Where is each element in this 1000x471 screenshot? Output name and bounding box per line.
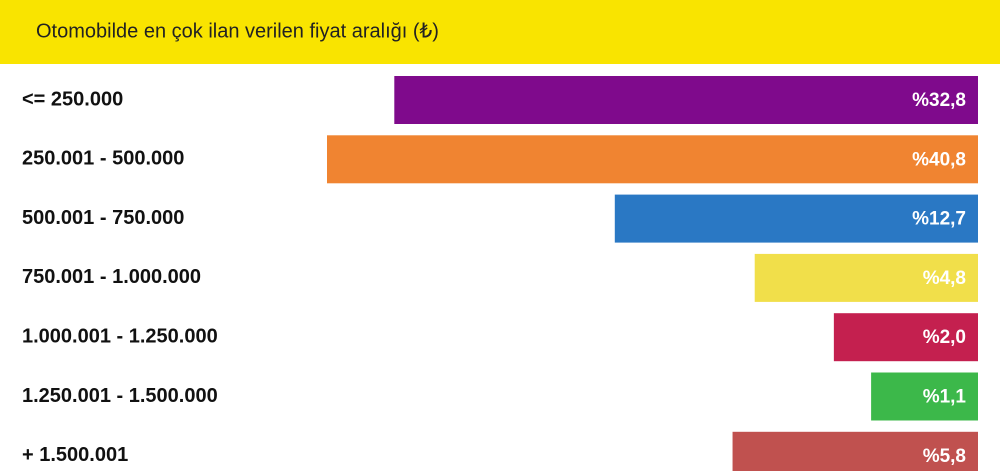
value-label: %40,8: [912, 149, 966, 170]
value-label: %32,8: [912, 90, 966, 111]
value-label: %12,7: [912, 209, 966, 230]
category-label: 750.001 - 1.000.000: [22, 266, 201, 288]
bar: [614, 194, 978, 243]
bar: [833, 313, 978, 362]
bar: [394, 76, 979, 124]
bar: [732, 431, 978, 471]
chart-title: Otomobilde en çok ilan verilen fiyat ara…: [36, 20, 439, 42]
bar: [327, 135, 978, 184]
value-label: %4,8: [923, 268, 966, 289]
category-label: 500.001 - 750.000: [22, 207, 184, 229]
category-label: 1.250.001 - 1.500.000: [22, 385, 218, 407]
value-label: %2,0: [923, 327, 966, 348]
category-label: 1.000.001 - 1.250.000: [22, 325, 218, 347]
bar: [754, 253, 978, 302]
category-label: 250.001 - 500.000: [22, 148, 184, 170]
category-label: <= 250.000: [22, 88, 123, 110]
category-label: + 1.500.001: [22, 444, 128, 466]
value-label: %1,1: [923, 387, 967, 408]
value-label: %5,8: [923, 446, 966, 467]
title-band: [0, 0, 1000, 64]
bar: [871, 372, 978, 421]
